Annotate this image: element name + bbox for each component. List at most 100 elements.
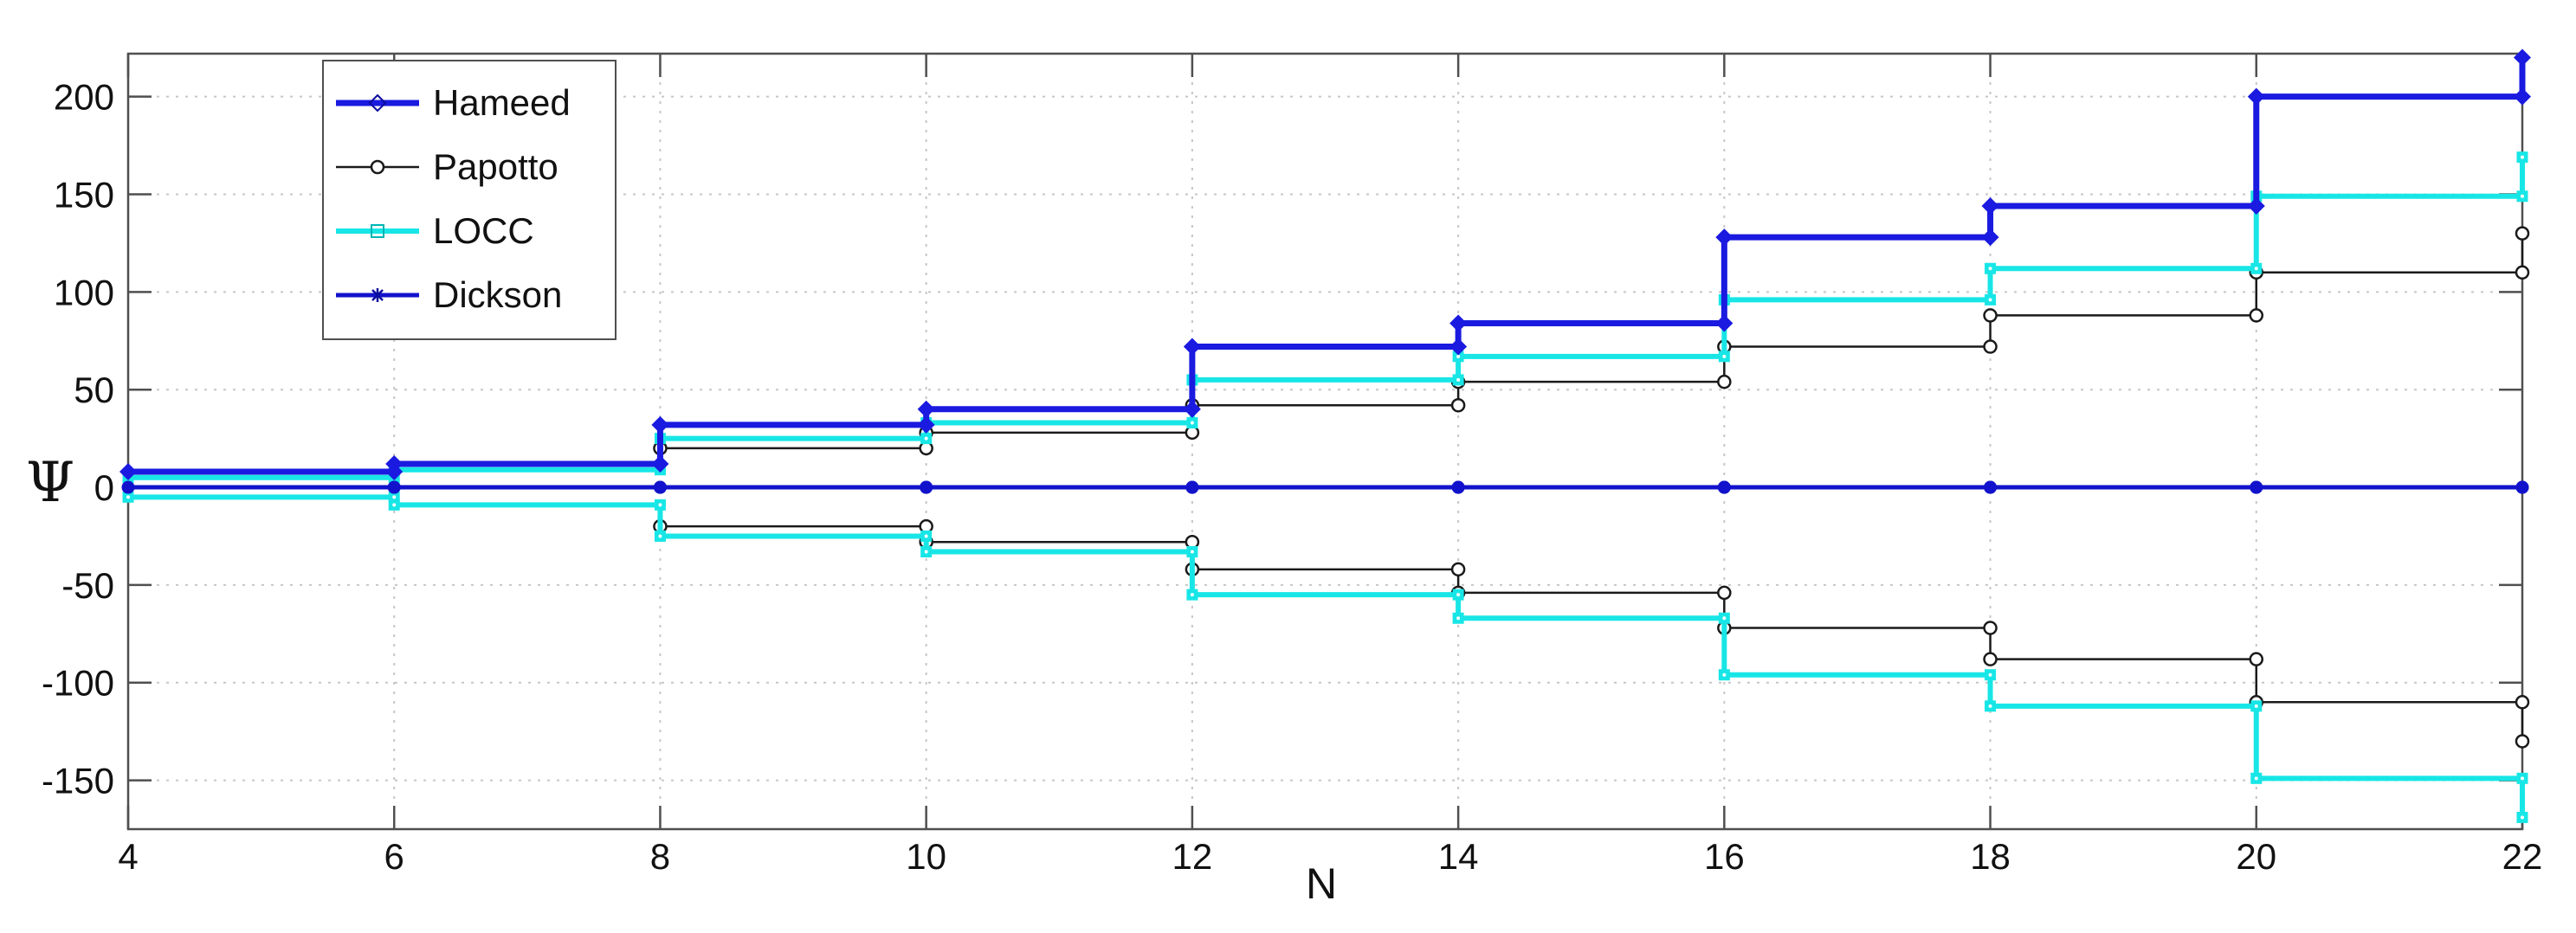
- legend-label: Hameed: [433, 82, 571, 123]
- papotto-line-swatch: [336, 159, 419, 175]
- square-marker-pin: [924, 550, 928, 554]
- dot-marker: [121, 480, 135, 494]
- diamond-marker: [119, 462, 137, 480]
- square-marker-pin: [658, 503, 662, 507]
- square-marker-pin: [1456, 354, 1461, 358]
- y-tick-label: -50: [61, 565, 114, 606]
- x-tick-label: 8: [650, 836, 670, 877]
- y-axis-label: Ψ: [26, 451, 75, 515]
- y-tick-label: 50: [74, 370, 114, 410]
- x-tick-label: 6: [384, 836, 404, 877]
- y-tick-label: 200: [54, 77, 114, 118]
- square-marker-pin: [1456, 593, 1461, 597]
- series-locc: [122, 491, 2528, 823]
- diamond-marker: [2514, 87, 2531, 106]
- square-marker-pin: [2521, 155, 2524, 159]
- square-marker-pin: [2521, 776, 2524, 781]
- square-marker-pin: [1988, 298, 1992, 302]
- circle-marker: [1717, 585, 1732, 601]
- square-marker-pin: [2521, 194, 2524, 198]
- diamond-marker: [1715, 228, 1733, 247]
- square-marker-pin: [1988, 704, 1992, 708]
- square-marker-pin: [126, 495, 130, 499]
- series-hameed: [119, 48, 2531, 480]
- square-marker-pin: [1722, 616, 1727, 621]
- legend-item-hameed: Hameed: [324, 82, 615, 124]
- diamond-marker: [1981, 197, 1999, 216]
- legend-label: Papotto: [433, 146, 558, 187]
- dot-marker: [1185, 480, 1199, 494]
- circle-marker: [2249, 652, 2264, 666]
- x-tick-label: 4: [118, 836, 138, 877]
- legend-item-papotto: Papotto: [324, 146, 615, 188]
- diamond-marker: [2247, 87, 2265, 106]
- diamond-marker: [1183, 338, 1201, 356]
- square-marker-pin: [2254, 704, 2258, 708]
- circle-marker: [1983, 621, 1998, 635]
- diamond-marker: [651, 454, 669, 473]
- legend-item-locc: LOCC: [324, 210, 615, 252]
- square-marker-pin: [658, 534, 662, 538]
- y-tick-label: -100: [42, 663, 114, 704]
- square-marker-pin: [1190, 421, 1194, 425]
- x-tick-label: 12: [1172, 836, 1213, 877]
- circle-marker: [2249, 308, 2264, 323]
- circle-marker: [1983, 339, 1998, 354]
- square-marker-pin: [1988, 672, 1992, 677]
- hameed-line-swatch: [336, 93, 419, 113]
- dot-marker: [920, 480, 933, 494]
- square-marker-pin: [2254, 776, 2258, 781]
- circle-marker: [1983, 308, 1998, 323]
- dot-marker: [2250, 480, 2263, 494]
- legend-label: LOCC: [433, 210, 534, 251]
- tick-labels: -150 -100 -50 0 50 100 150 200 4 6 8 10 12 14 16 18 20 22: [42, 77, 2542, 877]
- square-marker-pin: [924, 436, 928, 441]
- locc-line-swatch: [336, 224, 419, 238]
- series-dickson: [121, 480, 2529, 494]
- square-marker-pin: [392, 495, 397, 499]
- y-tick-label: 0: [94, 467, 114, 508]
- x-tick-label: 18: [1970, 836, 2011, 877]
- legend-item-dickson: Dickson: [324, 274, 615, 316]
- diamond-marker: [2514, 48, 2531, 67]
- diamond-marker: [917, 400, 935, 418]
- circle-marker: [1450, 562, 1466, 577]
- square-marker-pin: [392, 503, 397, 507]
- circle-marker: [1450, 397, 1466, 413]
- x-tick-label: 22: [2502, 836, 2543, 877]
- circle-marker: [2515, 226, 2530, 241]
- square-marker-pin: [1722, 354, 1727, 358]
- diamond-marker: [1981, 228, 1999, 247]
- square-marker-pin: [2521, 815, 2524, 820]
- diamond-marker: [917, 415, 935, 434]
- dot-marker: [2515, 480, 2529, 494]
- diamond-marker: [1449, 314, 1468, 332]
- diamond-marker: [1715, 314, 1733, 332]
- x-tick-label: 14: [1438, 836, 1479, 877]
- dot-marker: [1984, 480, 1998, 494]
- y-tick-label: 150: [54, 174, 114, 215]
- dickson-line-swatch: [336, 288, 419, 302]
- dot-marker: [653, 480, 667, 494]
- circle-marker: [2515, 695, 2530, 710]
- legend: Hameed Papotto LOCC Dickson: [322, 60, 617, 340]
- square-marker-pin: [1456, 377, 1461, 382]
- diamond-marker: [1183, 400, 1201, 418]
- x-tick-label: 10: [906, 836, 946, 877]
- square-marker-pin: [1190, 550, 1194, 554]
- legend-label: Dickson: [433, 274, 563, 315]
- square-marker-pin: [1988, 267, 1992, 271]
- diamond-marker: [2247, 197, 2265, 216]
- y-tick-label: -150: [42, 761, 114, 801]
- circle-marker: [1983, 652, 1998, 666]
- y-tick-label: 100: [54, 272, 114, 312]
- square-marker-pin: [1456, 616, 1461, 621]
- circle-marker: [2515, 265, 2530, 280]
- dot-marker: [1717, 480, 1731, 494]
- square-marker-pin: [924, 534, 928, 538]
- diamond-marker: [385, 462, 404, 480]
- dot-marker: [387, 480, 401, 494]
- square-marker-pin: [2254, 267, 2258, 271]
